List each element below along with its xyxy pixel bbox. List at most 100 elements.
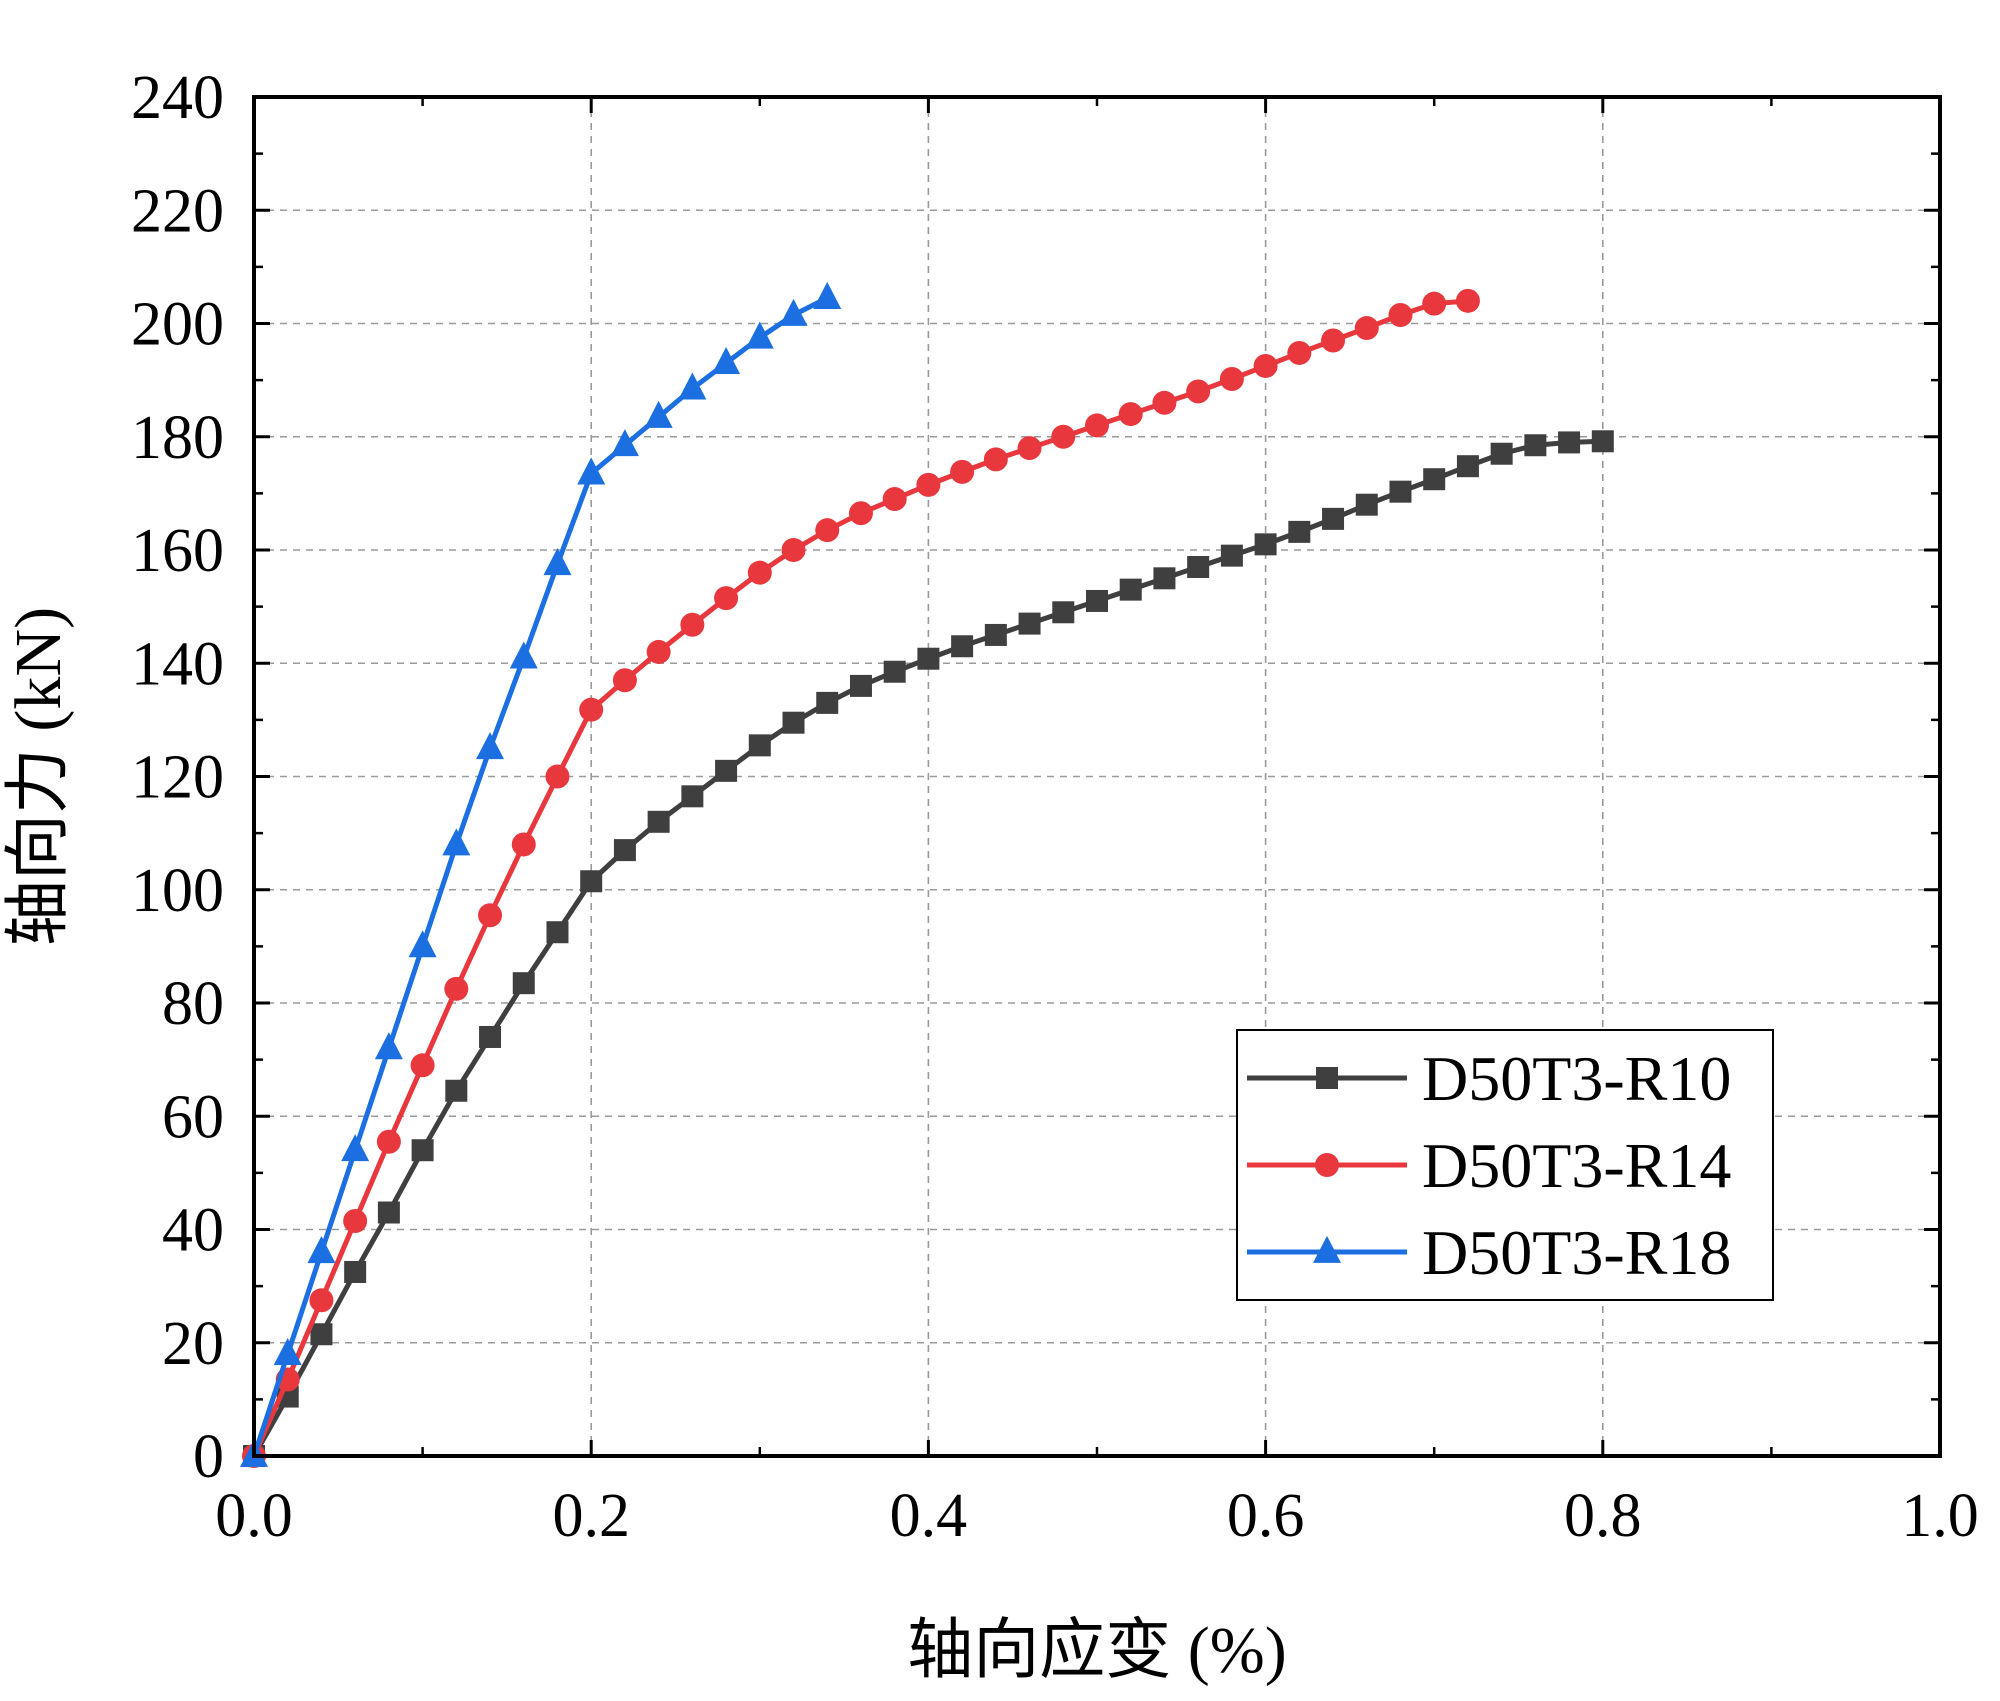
data-point-r18	[644, 400, 673, 428]
data-point-r10	[1288, 520, 1311, 543]
data-point-r10	[512, 972, 535, 995]
data-point-r18	[813, 281, 842, 309]
data-point-r10	[849, 674, 872, 697]
data-point-r14	[376, 1129, 401, 1154]
data-point-r14	[1388, 303, 1413, 328]
legend-entry-r14: D50T3-R14	[1247, 1130, 1731, 1201]
series-r14	[242, 288, 1480, 1468]
data-point-r10	[883, 660, 906, 683]
data-point-r10	[1119, 578, 1142, 601]
data-point-r10	[310, 1323, 333, 1346]
y-tick-label: 80	[162, 970, 224, 1038]
data-point-r14	[1219, 366, 1244, 391]
data-point-r10	[411, 1139, 434, 1162]
y-tick-label: 20	[162, 1310, 224, 1378]
data-point-r14	[545, 764, 570, 789]
data-point-r18	[779, 298, 808, 326]
legend-marker-r18	[1313, 1235, 1341, 1263]
legend-label-r14: D50T3-R14	[1422, 1130, 1731, 1201]
data-point-r10	[1018, 612, 1041, 635]
data-point-r14	[579, 697, 604, 722]
data-point-r18	[408, 930, 437, 958]
data-point-r14	[1186, 379, 1211, 404]
data-point-r10	[1524, 434, 1547, 457]
y-tick-label: 120	[131, 744, 224, 812]
y-tick-label: 140	[131, 630, 224, 698]
data-point-r14	[1321, 328, 1346, 353]
data-point-r10	[1389, 480, 1412, 503]
data-point-r14	[983, 447, 1008, 472]
data-point-r14	[781, 538, 806, 562]
data-point-r14	[1118, 402, 1143, 427]
legend-marker-r14	[1315, 1153, 1339, 1177]
data-point-r14	[1287, 340, 1312, 365]
data-point-r10	[917, 647, 940, 670]
y-tick-label: 180	[131, 404, 224, 472]
y-tick-label: 220	[131, 177, 224, 245]
data-point-r18	[442, 828, 471, 856]
data-point-r10	[1086, 589, 1108, 612]
data-point-r10	[479, 1025, 502, 1048]
data-point-r10	[580, 870, 603, 893]
data-point-r14	[1455, 288, 1480, 313]
data-point-r10	[715, 759, 738, 782]
data-point-r18	[341, 1134, 370, 1162]
data-point-r10	[1187, 555, 1210, 578]
data-point-r10	[748, 734, 771, 757]
legend-marker-r10	[1316, 1067, 1338, 1089]
data-point-r14	[1354, 316, 1379, 341]
data-point-r14	[444, 976, 469, 1001]
data-point-r10	[1153, 567, 1176, 590]
x-tick-label: 0.0	[215, 1482, 293, 1550]
data-point-r18	[374, 1032, 403, 1060]
data-point-r10	[782, 711, 805, 734]
data-point-r10	[344, 1260, 367, 1283]
data-point-r14	[1051, 424, 1076, 449]
data-point-r14	[950, 459, 975, 484]
data-point-r14	[1253, 353, 1278, 378]
legend-entry-r18: D50T3-R18	[1247, 1217, 1731, 1288]
data-point-r10	[647, 810, 670, 833]
y-tick-label: 0	[193, 1423, 224, 1491]
data-point-r18	[307, 1236, 336, 1264]
data-point-r14	[410, 1053, 435, 1078]
data-point-r10	[1052, 601, 1075, 624]
y-axis-title: 轴向力 (kN)	[2, 607, 75, 946]
x-tick-label: 1.0	[1901, 1482, 1979, 1550]
legend: D50T3-R10 D50T3-R14 D50T3-R18	[1236, 1029, 1774, 1301]
data-point-r10	[1254, 533, 1277, 556]
data-point-r18	[712, 347, 741, 375]
series-group	[240, 281, 1614, 1468]
legend-label-r10: D50T3-R10	[1422, 1043, 1731, 1114]
data-point-r10	[984, 623, 1007, 646]
data-point-r14	[1152, 390, 1177, 415]
data-point-r10	[445, 1079, 468, 1102]
y-tick-label: 240	[131, 64, 224, 132]
data-point-r14	[646, 639, 671, 664]
data-point-r10	[681, 785, 704, 808]
data-point-r14	[882, 487, 907, 512]
data-point-r10	[613, 839, 636, 862]
data-point-r10	[1456, 455, 1479, 478]
data-point-r10	[1591, 430, 1614, 453]
data-point-r10	[816, 691, 839, 714]
y-tick-label: 40	[162, 1197, 224, 1265]
data-point-r14	[848, 501, 873, 526]
data-point-r18	[678, 372, 707, 400]
x-tick-label: 0.6	[1227, 1482, 1305, 1550]
data-point-r14	[511, 832, 536, 857]
data-point-r14	[714, 586, 739, 611]
data-point-r14	[680, 612, 705, 637]
data-point-r14	[1085, 413, 1109, 438]
data-point-r10	[1355, 493, 1378, 516]
legend-label-r18: D50T3-R18	[1422, 1217, 1731, 1288]
data-point-r14	[1422, 291, 1447, 316]
data-point-r18	[509, 641, 538, 669]
data-point-r18	[476, 732, 505, 760]
x-axis-title: 轴向应变 (%)	[907, 1614, 1286, 1687]
y-tick-label: 100	[131, 857, 224, 925]
data-point-r10	[1558, 431, 1581, 454]
data-point-r18	[273, 1337, 302, 1365]
data-point-r10	[1322, 507, 1345, 530]
